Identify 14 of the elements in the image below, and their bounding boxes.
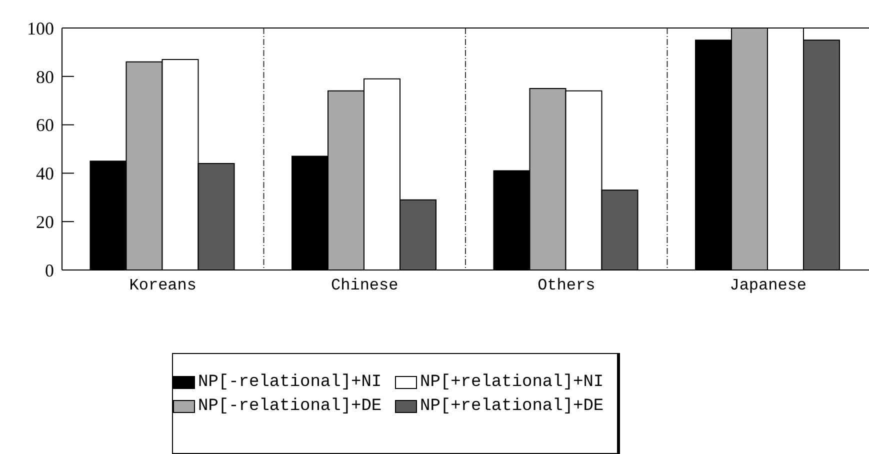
x-tick-label: Others: [538, 276, 596, 294]
legend-label: NP[-relational]+NI: [198, 372, 382, 392]
y-tick-label: 0: [45, 260, 54, 280]
x-tick-label: Koreans: [129, 276, 196, 294]
y-tick-label: 60: [36, 115, 54, 136]
legend-label: NP[+relational]+NI: [420, 372, 604, 392]
y-tick-label: 100: [27, 18, 54, 38]
legend-label: NP[+relational]+DE: [420, 396, 604, 416]
x-tick-label: Japanese: [730, 276, 807, 294]
y-tick-label: 20: [36, 212, 54, 232]
legend-label: NP[-relational]+DE: [198, 396, 382, 416]
y-tick-label: 40: [36, 164, 54, 184]
x-tick-label: Chinese: [331, 276, 398, 294]
y-tick-label: 80: [36, 66, 54, 87]
